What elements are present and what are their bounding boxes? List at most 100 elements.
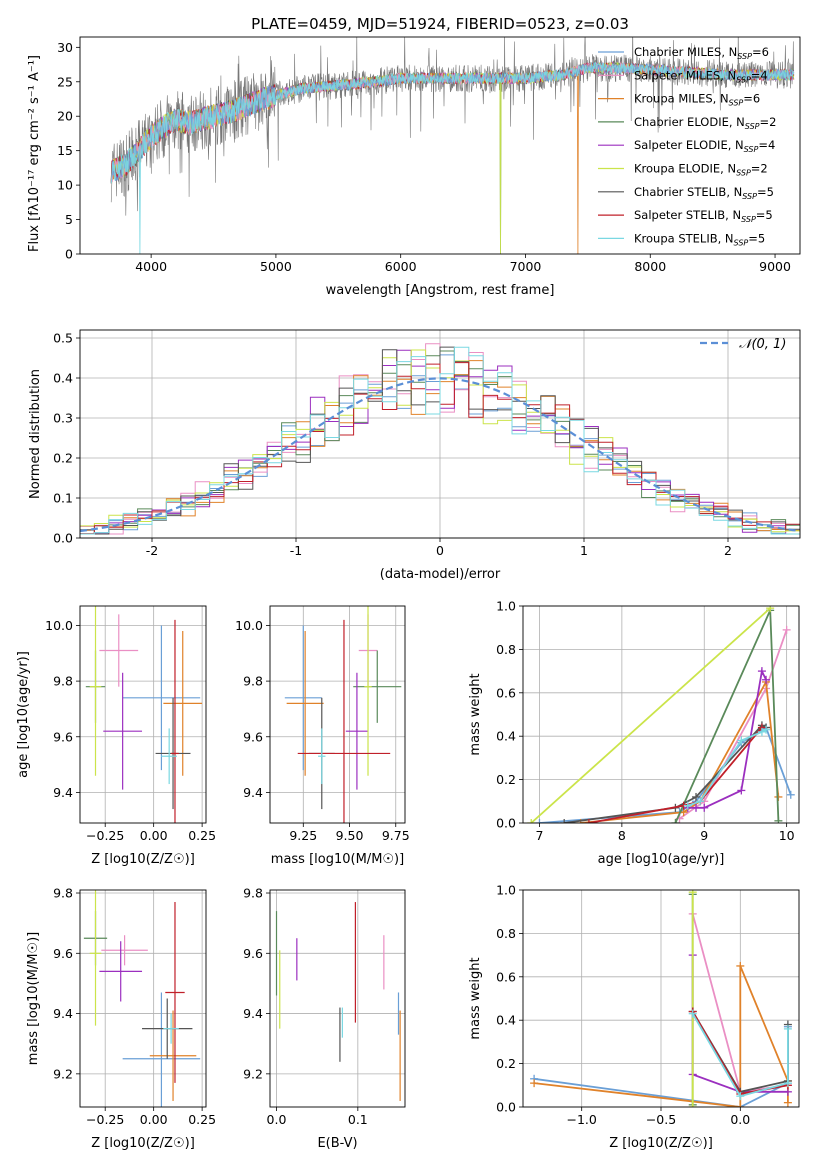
y-tick-label: 0.0 bbox=[496, 1100, 516, 1115]
x-tick-label: 9.75 bbox=[382, 828, 410, 843]
age_vs_mass-panel: 9.25 9.50 9.75 9.4 9.6 9.8 10.0 mass [log10(M/M… bbox=[235, 605, 410, 867]
series-marker bbox=[671, 819, 680, 823]
x-tick-label: 10 bbox=[779, 828, 795, 843]
axes-frame bbox=[79, 329, 801, 539]
mass_vs_Z-plot-area bbox=[83, 890, 201, 1107]
legend-label: Kroupa STELIB, NSSP=5 bbox=[634, 231, 765, 247]
x-axis-label: Z [log10(Z/Z☉)] bbox=[609, 1136, 713, 1151]
legend-label: Salpeter STELIB, NSSP=5 bbox=[634, 208, 773, 224]
x-tick-label: 0 bbox=[436, 543, 444, 558]
mass_vs_ebv-plot-area bbox=[275, 902, 401, 1101]
legend: Chabrier MILES, NSSP=6 Salpeter MILES, NS… bbox=[598, 45, 776, 247]
series-marker bbox=[783, 1079, 792, 1088]
series-marker bbox=[527, 819, 536, 823]
x-axis-label: mass [log10(M/M☉)] bbox=[271, 852, 404, 867]
y-tick-label: 9.4 bbox=[243, 1006, 263, 1021]
y-tick-label: 10.0 bbox=[235, 618, 263, 633]
y-tick-label: 9.8 bbox=[53, 674, 73, 689]
error-bar-point bbox=[99, 614, 139, 687]
y-tick-label: 1.0 bbox=[496, 599, 516, 614]
series-marker bbox=[736, 1092, 745, 1101]
series-marker bbox=[692, 792, 701, 801]
y-tick-label: 0.2 bbox=[496, 772, 516, 787]
series-marker bbox=[535, 819, 544, 823]
error-bar-point bbox=[161, 728, 177, 785]
y-tick-label: 9.2 bbox=[243, 1066, 263, 1081]
series-line bbox=[691, 1013, 789, 1098]
series-marker bbox=[688, 890, 697, 897]
axes-frame bbox=[79, 36, 801, 255]
legend-label: 𝒩(0, 1) bbox=[739, 337, 786, 352]
error-bar-point bbox=[103, 672, 143, 790]
legend-label: Chabrier MILES, NSSP=6 bbox=[634, 45, 769, 61]
series-marker bbox=[766, 606, 775, 613]
error-bar-point bbox=[284, 625, 322, 771]
x-tick-label: 0.00 bbox=[140, 828, 168, 843]
x-axis-label: Z [log10(Z/Z☉)] bbox=[91, 852, 195, 867]
y-tick-label: 30 bbox=[57, 40, 73, 55]
x-tick-label: 7 bbox=[536, 828, 544, 843]
y-tick-label: 0.0 bbox=[53, 531, 73, 546]
series-marker bbox=[736, 961, 745, 970]
y-axis-label: Flux [fλ10⁻¹⁷ erg cm⁻² s⁻¹ A⁻¹] bbox=[27, 55, 42, 252]
spectrum-plot-area bbox=[110, 37, 795, 254]
series-line bbox=[687, 668, 767, 809]
x-tick-label: 5000 bbox=[260, 259, 292, 274]
age_vs_mass-plot-area bbox=[284, 606, 402, 823]
y-tick-label: 0.4 bbox=[53, 371, 73, 386]
axes-frame bbox=[269, 889, 406, 1108]
x-axis-label: wavelength [Angstrom, rest frame] bbox=[326, 283, 555, 298]
series-marker bbox=[692, 803, 701, 812]
y-tick-label: 0.6 bbox=[496, 685, 516, 700]
x-tick-label: 0.1 bbox=[348, 1112, 368, 1127]
axes-frame bbox=[522, 605, 800, 824]
error-bar-point bbox=[163, 631, 203, 776]
axes-frame bbox=[79, 605, 207, 824]
y-tick-label: 15 bbox=[57, 143, 73, 158]
normal-curve bbox=[80, 377, 800, 533]
y-tick-label: 0.8 bbox=[496, 642, 516, 657]
y-tick-label: 9.8 bbox=[53, 886, 73, 901]
series-marker bbox=[696, 797, 705, 806]
x-axis-label: Z [log10(Z/Z☉)] bbox=[91, 1136, 195, 1151]
x-tick-label: -1 bbox=[290, 543, 302, 558]
legend-label: Kroupa MILES, NSSP=6 bbox=[634, 92, 760, 108]
x-tick-label: 0.00 bbox=[140, 1112, 168, 1127]
legend-label: Kroupa ELODIE, NSSP=2 bbox=[634, 162, 768, 178]
x-tick-label: −1.0 bbox=[567, 1112, 597, 1127]
mass_vs_ebv-panel: 0.0 0.1 9.2 9.4 9.6 9.8 E(B-V) bbox=[243, 886, 406, 1151]
axes-frame bbox=[522, 889, 800, 1108]
series-marker bbox=[786, 790, 795, 799]
series-marker bbox=[584, 819, 593, 823]
residuals-panel: -2 -1 0 1 2 0.0 0.1 0.2 0.3 0.4 0.5 𝒩(0, 1) (data-mo… bbox=[28, 329, 801, 582]
y-tick-label: 9.4 bbox=[53, 1006, 73, 1021]
error-bar-point bbox=[353, 650, 402, 723]
y-tick-label: 1.0 bbox=[496, 883, 516, 898]
series-marker bbox=[783, 1024, 792, 1033]
series-marker bbox=[783, 1098, 792, 1107]
x-tick-label: −0.25 bbox=[86, 1112, 124, 1127]
series-marker bbox=[774, 816, 783, 823]
error-bar-point bbox=[364, 606, 372, 776]
y-tick-label: 9.8 bbox=[243, 674, 263, 689]
legend-label: Chabrier STELIB, NSSP=5 bbox=[634, 185, 774, 201]
legend-label: Chabrier ELODIE, NSSP=2 bbox=[634, 115, 776, 131]
series-marker bbox=[757, 667, 766, 676]
figure-title: PLATE=0459, MJD=51924, FIBERID=0523, z=0… bbox=[251, 15, 629, 33]
series-marker bbox=[688, 1103, 697, 1107]
spectrum-panel: 4000 5000 6000 7000 8000 9000 0 5 10 15 20 25 30 wave… bbox=[27, 36, 801, 298]
y-axis-label: mass weight bbox=[468, 957, 483, 1039]
y-tick-label: 25 bbox=[57, 74, 73, 89]
axes-frame bbox=[79, 889, 207, 1108]
age_vs_Z-panel: −0.25 0.00 0.25 9.4 9.6 9.8 10.0 Z [log10(Z/Z☉)… bbox=[16, 605, 216, 867]
error-bar-point bbox=[99, 941, 143, 1002]
age_vs_Z-plot-area bbox=[85, 606, 203, 823]
axes-frame bbox=[269, 605, 406, 824]
series-marker bbox=[560, 819, 569, 823]
y-tick-label: 0.2 bbox=[496, 1056, 516, 1071]
error-bar-point bbox=[149, 1010, 197, 1101]
y-tick-label: 9.6 bbox=[243, 946, 263, 961]
x-tick-label: 4000 bbox=[135, 259, 167, 274]
y-tick-label: 0.6 bbox=[496, 969, 516, 984]
